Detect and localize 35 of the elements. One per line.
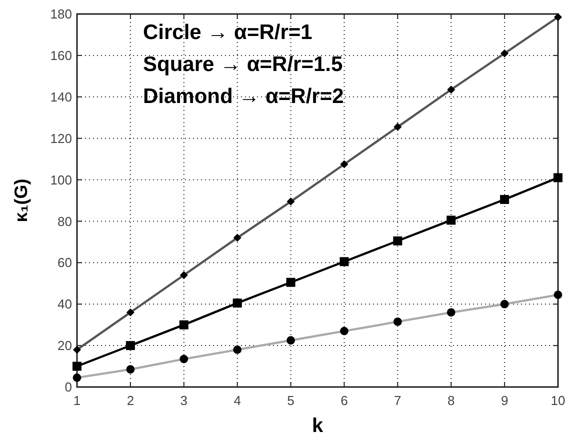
point — [500, 194, 510, 204]
x-tick-label: 10 — [550, 393, 566, 408]
point — [179, 320, 188, 330]
x-tick-label: 5 — [287, 393, 294, 408]
point — [72, 362, 82, 371]
point — [340, 257, 349, 266]
x-tick-label: 6 — [340, 393, 348, 408]
y-tick-label: 60 — [58, 255, 72, 270]
x-tick-label: 1 — [73, 393, 81, 408]
x-tick-label: 3 — [180, 393, 188, 408]
y-tick-label: 140 — [50, 89, 72, 104]
y-tick-label: 120 — [50, 130, 72, 146]
y-tick-label: 100 — [50, 172, 72, 188]
y-tick-label: 0 — [64, 380, 72, 395]
point — [554, 173, 562, 182]
y-axis-title: κ₁(G) — [11, 178, 31, 222]
annotation: Circle → α=R/r=1 — [143, 21, 313, 44]
x-tick-label: 8 — [447, 393, 455, 408]
x-tick-label: 4 — [234, 393, 241, 408]
point — [446, 216, 456, 225]
annotation: Diamond → α=R/r=2 — [143, 85, 344, 108]
x-tick-label: 2 — [126, 393, 134, 408]
y-tick-label: 40 — [58, 296, 72, 312]
y-tick-label: 160 — [50, 48, 72, 63]
point — [286, 278, 296, 287]
x-axis-title: k — [312, 415, 324, 437]
annotation: Square → α=R/r=1.5 — [143, 53, 343, 76]
y-tick-label: 180 — [50, 6, 72, 22]
y-tick-label: 20 — [58, 338, 72, 354]
point — [232, 298, 242, 308]
point — [126, 341, 135, 350]
point — [393, 236, 402, 246]
x-tick-label: 7 — [394, 393, 402, 408]
x-tick-label: 9 — [500, 393, 508, 408]
y-tick-label: 80 — [58, 214, 72, 229]
